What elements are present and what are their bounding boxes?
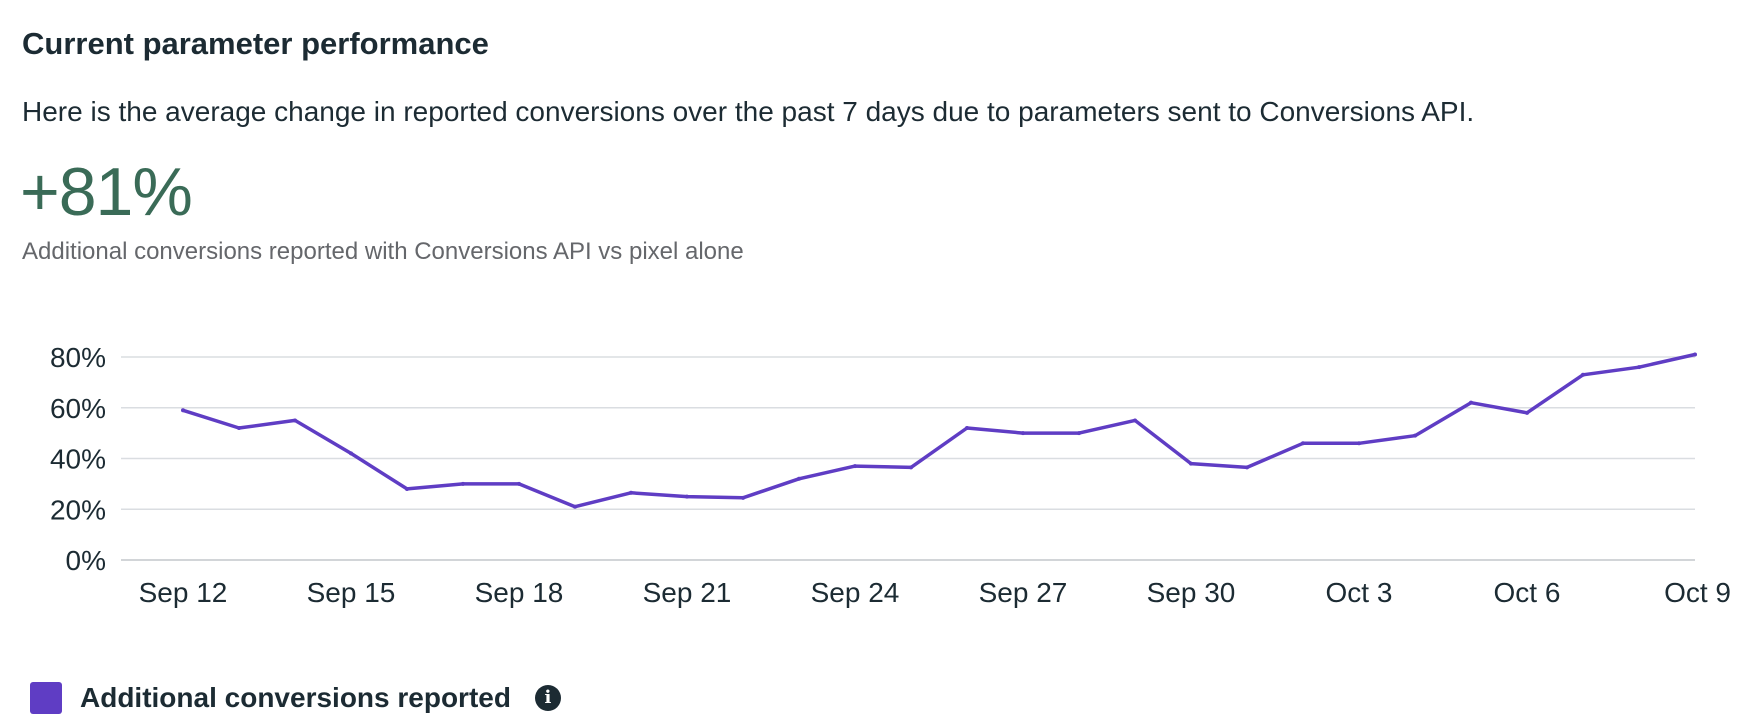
data-point[interactable] (1021, 431, 1025, 436)
data-point[interactable] (461, 481, 465, 486)
legend-swatch (30, 682, 62, 714)
data-point[interactable] (1581, 372, 1585, 377)
line-chart: 0%20%40%60%80% Sep 12 Sep 15 Sep 18 Sep 21 S… (50, 342, 1731, 608)
x-tick-label: Oct 3 (1326, 577, 1393, 608)
y-tick-label: 60% (50, 393, 106, 424)
card-title: Current parameter performance (22, 26, 489, 61)
data-point[interactable] (965, 426, 969, 431)
card-description: Here is the average change in reported c… (22, 96, 1475, 127)
data-point[interactable] (181, 408, 185, 413)
data-point[interactable] (517, 481, 521, 486)
data-point[interactable] (405, 486, 409, 491)
info-icon[interactable]: i (534, 685, 561, 711)
data-point[interactable] (797, 476, 801, 481)
x-tick-label: Oct 6 (1494, 577, 1561, 608)
data-point[interactable] (629, 490, 633, 495)
y-tick-label: 20% (50, 494, 106, 525)
data-point[interactable] (1357, 441, 1361, 446)
data-point[interactable] (1189, 461, 1193, 466)
x-tick-label: Sep 27 (979, 577, 1068, 608)
data-point[interactable] (237, 426, 241, 431)
y-tick-label: 40% (50, 444, 106, 475)
chart-y-axis: 0% 20% 40% 60% 80% (50, 342, 106, 576)
legend-label: Additional conversions reported (80, 682, 511, 713)
chart-legend: Additional conversions reported i (30, 680, 561, 716)
data-point[interactable] (1133, 418, 1137, 423)
data-point[interactable] (1693, 352, 1697, 357)
data-point[interactable] (1245, 465, 1249, 470)
metric-caption: Additional conversions reported with Con… (22, 238, 744, 265)
x-tick-label: Sep 21 (643, 577, 732, 608)
x-tick-label: Oct 9 (1664, 577, 1731, 608)
data-point[interactable] (1469, 400, 1473, 405)
chart-x-axis: Sep 12 Sep 15 Sep 18 Sep 21 Sep 24 Sep 27 Sep … (139, 577, 1731, 608)
x-tick-label: Sep 18 (475, 577, 564, 608)
data-point[interactable] (1413, 433, 1417, 438)
x-tick-label: Sep 15 (307, 577, 396, 608)
x-tick-label: Sep 30 (1147, 577, 1236, 608)
data-point[interactable] (1525, 410, 1529, 415)
data-point[interactable] (1637, 365, 1641, 370)
series-line (181, 352, 1697, 509)
chart-series (181, 352, 1697, 509)
data-point[interactable] (293, 418, 297, 423)
data-point[interactable] (909, 465, 913, 470)
data-point[interactable] (573, 504, 577, 509)
data-point[interactable] (1301, 441, 1305, 446)
data-point[interactable] (1077, 431, 1081, 436)
chart-gridlines (121, 356, 1695, 561)
data-point[interactable] (741, 495, 745, 500)
x-tick-label: Sep 12 (139, 577, 228, 608)
data-point[interactable] (685, 494, 689, 499)
y-tick-label: 0% (66, 545, 106, 576)
y-tick-label: 80% (50, 342, 106, 373)
metric-value: +81% (20, 154, 193, 230)
data-point[interactable] (853, 464, 857, 469)
data-point[interactable] (349, 451, 353, 456)
x-tick-label: Sep 24 (811, 577, 900, 608)
